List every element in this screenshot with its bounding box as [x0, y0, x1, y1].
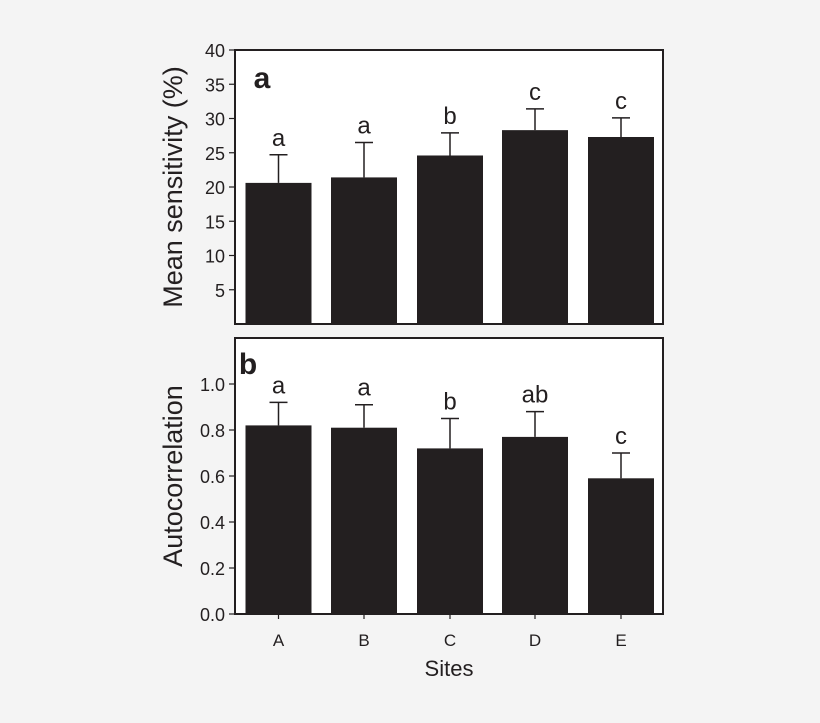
y-axis-label: Autocorrelation: [158, 385, 188, 567]
bar-A: a: [245, 125, 312, 324]
bar-rect: [502, 436, 568, 614]
x-tick-label: E: [615, 631, 626, 650]
bar-rect: [331, 427, 397, 614]
significance-letter: b: [443, 103, 456, 130]
bar-rect: [245, 182, 312, 324]
y-tick-label: 25: [205, 144, 225, 164]
significance-letter: a: [272, 372, 286, 399]
bar-rect: [502, 130, 568, 324]
y-tick-label: 30: [205, 110, 225, 130]
panel-b-autocorrelation: a Aa Bb Cab Dc E 0.0 0.2 0.4 0.6 0.8 1.0 b Autocorrel…: [158, 337, 664, 681]
bar-C: b: [417, 103, 483, 324]
bar-rect: [417, 448, 483, 614]
bar-rect: [588, 478, 654, 614]
bar-D: c: [502, 79, 568, 324]
bar-rect: [331, 177, 397, 324]
bar-B: a: [331, 112, 397, 324]
significance-letter: c: [615, 88, 627, 115]
bar-rect: [417, 155, 483, 324]
bar-D: ab: [502, 382, 568, 614]
y-tick-label: 15: [205, 212, 225, 232]
bar-rect: [588, 136, 654, 324]
y-tick-label: 35: [205, 75, 225, 95]
x-axis-label: Sites: [425, 656, 474, 681]
y-axis-label: Mean sensitivity (%): [158, 66, 188, 308]
y-tick-label: 0.6: [200, 467, 225, 487]
y-tick-label: 0.8: [200, 421, 225, 441]
bar-E: c: [588, 88, 654, 324]
x-tick-label: B: [358, 631, 369, 650]
significance-letter: a: [272, 125, 286, 152]
panel-label: a: [254, 62, 271, 95]
y-tick-label: 20: [205, 178, 225, 198]
panel-label: b: [239, 348, 257, 381]
y-tick-label: 1.0: [200, 375, 225, 395]
y-tick-label: 40: [205, 41, 225, 61]
significance-letter: a: [357, 375, 371, 402]
y-tick-label: 0.0: [200, 605, 225, 625]
bar-rect: [245, 425, 312, 614]
x-tick-label: D: [529, 631, 541, 650]
bar-B: a: [331, 375, 397, 614]
panel-a-mean-sensitivity: a a b c c 5 10 15 20 25 30 35 40 a Mean sensitivity (%…: [158, 41, 664, 325]
y-tick-label: 0.2: [200, 559, 225, 579]
significance-letter: b: [443, 389, 456, 416]
significance-letter: c: [615, 423, 627, 450]
bar-A: a: [245, 372, 312, 614]
significance-letter: a: [357, 112, 371, 139]
y-tick-label: 10: [205, 247, 225, 267]
x-tick-label: C: [444, 631, 456, 650]
y-tick-label: 0.4: [200, 513, 225, 533]
significance-letter: c: [529, 79, 541, 106]
y-tick-label: 5: [215, 281, 225, 301]
x-tick-label: A: [273, 631, 285, 650]
bar-C: b: [417, 389, 483, 614]
bar-E: c: [588, 423, 654, 614]
significance-letter: ab: [522, 382, 549, 409]
